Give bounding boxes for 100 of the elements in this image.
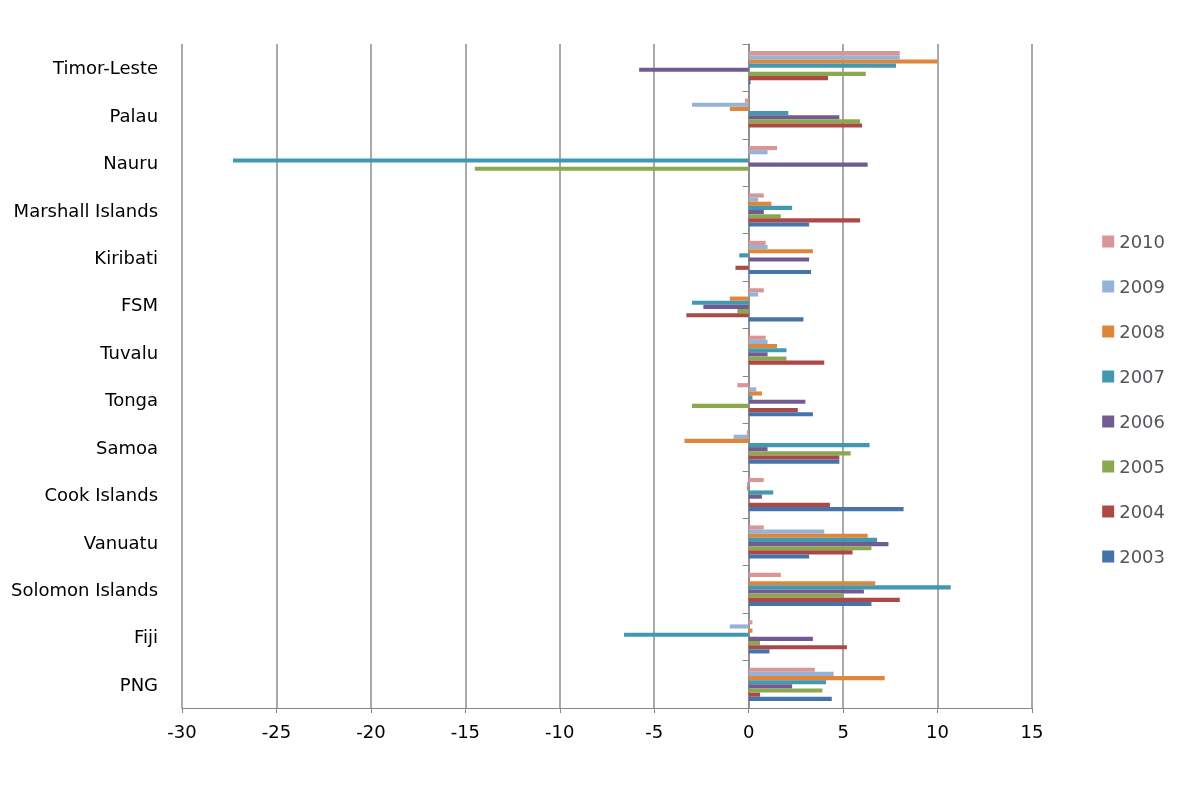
bar (748, 645, 847, 650)
bar (748, 585, 951, 590)
bar (748, 667, 815, 672)
bar (729, 106, 749, 111)
bar (748, 542, 889, 547)
bar (474, 166, 749, 171)
y-tick-label: Cook Islands (44, 484, 159, 506)
legend-label: 2003 (1119, 546, 1165, 567)
bar (748, 162, 868, 167)
x-tick-label: -5 (645, 720, 664, 742)
bar (748, 210, 764, 215)
bar (748, 649, 770, 654)
bar (748, 352, 768, 357)
bar (748, 581, 876, 586)
y-tick-label: Fiji (134, 626, 159, 648)
bar (748, 218, 861, 223)
bar (748, 110, 789, 116)
bar (748, 459, 840, 464)
legend-label: 2007 (1119, 366, 1165, 387)
bar (739, 253, 749, 258)
bar (748, 292, 759, 297)
bar (748, 193, 764, 198)
y-tick-label: FSM (121, 294, 159, 316)
bar (748, 348, 787, 353)
bar (748, 335, 766, 340)
bar (684, 438, 749, 443)
bar (748, 572, 781, 577)
bar (748, 205, 793, 210)
bar (748, 201, 772, 206)
bar (748, 597, 900, 602)
x-tick-label: 15 (1020, 720, 1044, 742)
bar (748, 593, 844, 598)
bar (748, 680, 827, 685)
bar (748, 197, 759, 202)
bar (748, 63, 897, 68)
bar (748, 477, 764, 483)
bar (748, 257, 810, 262)
x-tick-label: -10 (545, 720, 575, 742)
y-tick-label: Vanuatu (83, 531, 159, 553)
bar (729, 296, 749, 301)
x-tick-label: -25 (261, 720, 292, 742)
y-tick-label: Samoa (96, 436, 159, 458)
x-tick-label: 0 (742, 720, 755, 742)
y-tick-label: Palau (109, 104, 159, 126)
bar (748, 589, 864, 594)
legend-label: 2004 (1119, 501, 1165, 522)
legend-label: 2005 (1119, 456, 1165, 477)
bar (748, 494, 762, 499)
bar (748, 684, 793, 689)
bar (748, 244, 768, 250)
bar (624, 632, 749, 637)
bar (748, 123, 863, 128)
bar (748, 343, 778, 349)
bar (733, 434, 749, 439)
bar (748, 51, 900, 56)
bar (748, 288, 764, 293)
bar (737, 383, 749, 388)
bar (748, 675, 885, 681)
bar (692, 403, 749, 409)
bar (692, 102, 749, 107)
bar (748, 533, 868, 538)
y-tick-label: Timor-Leste (52, 57, 159, 79)
legend-label: 2006 (1119, 411, 1165, 432)
y-tick-label: Kiribati (94, 246, 159, 268)
bar (748, 412, 813, 417)
legend-label: 2008 (1119, 321, 1165, 342)
bar (748, 696, 832, 701)
bar (748, 119, 861, 124)
bar (748, 550, 853, 555)
bar (748, 222, 810, 227)
x-tick-label: -20 (356, 720, 386, 742)
bar (744, 98, 749, 103)
y-tick-label: Tuvalu (99, 341, 159, 363)
bar (748, 442, 870, 448)
bar (686, 313, 749, 318)
bar (748, 507, 904, 512)
bar (748, 537, 878, 542)
bar (748, 490, 774, 495)
legend-label: 2010 (1119, 231, 1165, 252)
bar (748, 451, 851, 456)
bar (748, 387, 757, 392)
bar (748, 115, 840, 120)
y-tick-label: Solomon Islands (11, 578, 159, 600)
y-tick-label: Nauru (103, 152, 159, 174)
bar (748, 688, 823, 693)
bar (748, 529, 825, 534)
bar (748, 692, 761, 697)
bar (233, 158, 749, 163)
bar (748, 641, 761, 646)
bar (748, 145, 778, 151)
x-tick-label: 5 (837, 720, 849, 742)
bar (729, 624, 749, 629)
bar (748, 391, 762, 396)
bar (735, 265, 749, 270)
x-tick-label: -30 (167, 720, 197, 742)
y-tick-label: PNG (119, 673, 159, 695)
bar (748, 546, 872, 551)
y-tick-label: Tonga (104, 389, 159, 411)
bar (748, 360, 825, 365)
bar (748, 671, 834, 676)
